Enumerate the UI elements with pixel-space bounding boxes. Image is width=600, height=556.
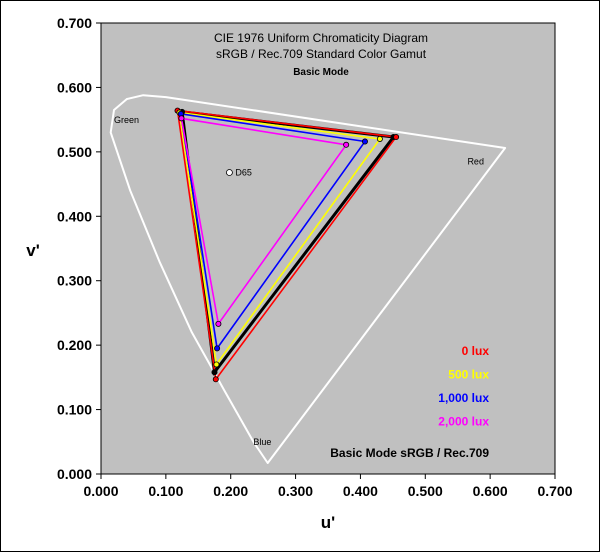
gamut-vertex-point (212, 376, 219, 383)
plot-area (100, 22, 556, 475)
legend: 0 lux 500 lux 1,000 lux 2,000 lux Basic Mode… (330, 344, 489, 460)
legend-entry: 2,000 lux (438, 415, 489, 429)
x-tick-label: 0.300 (278, 483, 313, 499)
spectral-locus (109, 94, 507, 464)
gamut-vertex-point (213, 361, 220, 368)
gamut-vertex-point (361, 138, 368, 145)
x-tick-label: 0.200 (213, 483, 248, 499)
chart-subtitle: sRGB / Rec.709 Standard Color Gamut (216, 47, 427, 61)
y-tick-label: 0.400 (57, 208, 92, 224)
white-point-marker (226, 169, 233, 176)
gamut-vertex-point (376, 135, 383, 142)
legend-entry: 500 lux (448, 368, 489, 382)
chart-title: CIE 1976 Uniform Chromaticity Diagram (214, 31, 428, 45)
x-tick-label: 0.500 (408, 483, 443, 499)
x-axis-label: u' (321, 513, 335, 532)
legend-entry: 1,000 lux (438, 391, 489, 405)
y-tick-label: 0.300 (57, 273, 92, 289)
y-tick-label: 0.200 (57, 337, 92, 353)
legend-entry: Basic Mode sRGB / Rec.709 (330, 446, 489, 460)
x-tick-label: 0.100 (148, 483, 183, 499)
gamut-vertex-point (211, 369, 218, 376)
gamut-vertex-point (215, 320, 222, 327)
legend-entry: 0 lux (462, 344, 490, 358)
x-tick-label: 0.600 (473, 483, 508, 499)
y-tick-label: 0.500 (57, 144, 92, 160)
x-tick-label: 0.400 (343, 483, 378, 499)
gamut-triangle (179, 112, 367, 351)
gamut-vertex-point (343, 141, 350, 148)
y-axis-label: v' (26, 241, 40, 260)
locus-label: Red (467, 157, 484, 167)
x-tick-label: 0.700 (537, 483, 572, 499)
mode-label: Basic Mode (293, 67, 349, 78)
gamut-vertex-point (393, 134, 400, 141)
locus-label: Blue (253, 437, 271, 447)
gamut-triangle (176, 109, 398, 382)
y-tick-label: 0.600 (57, 79, 92, 95)
white-point-label: D65 (235, 167, 252, 177)
gamut-vertex-point (214, 345, 221, 352)
x-tick-label: 0.000 (83, 483, 118, 499)
gamut-triangle (180, 117, 348, 326)
y-tick-label: 0.000 (57, 466, 92, 482)
gamut-vertex-point (178, 115, 185, 122)
y-tick-label: 0.100 (57, 402, 92, 418)
gamut-triangle (178, 111, 382, 367)
y-tick-label: 0.700 (57, 15, 92, 31)
locus-label: Green (114, 115, 139, 125)
